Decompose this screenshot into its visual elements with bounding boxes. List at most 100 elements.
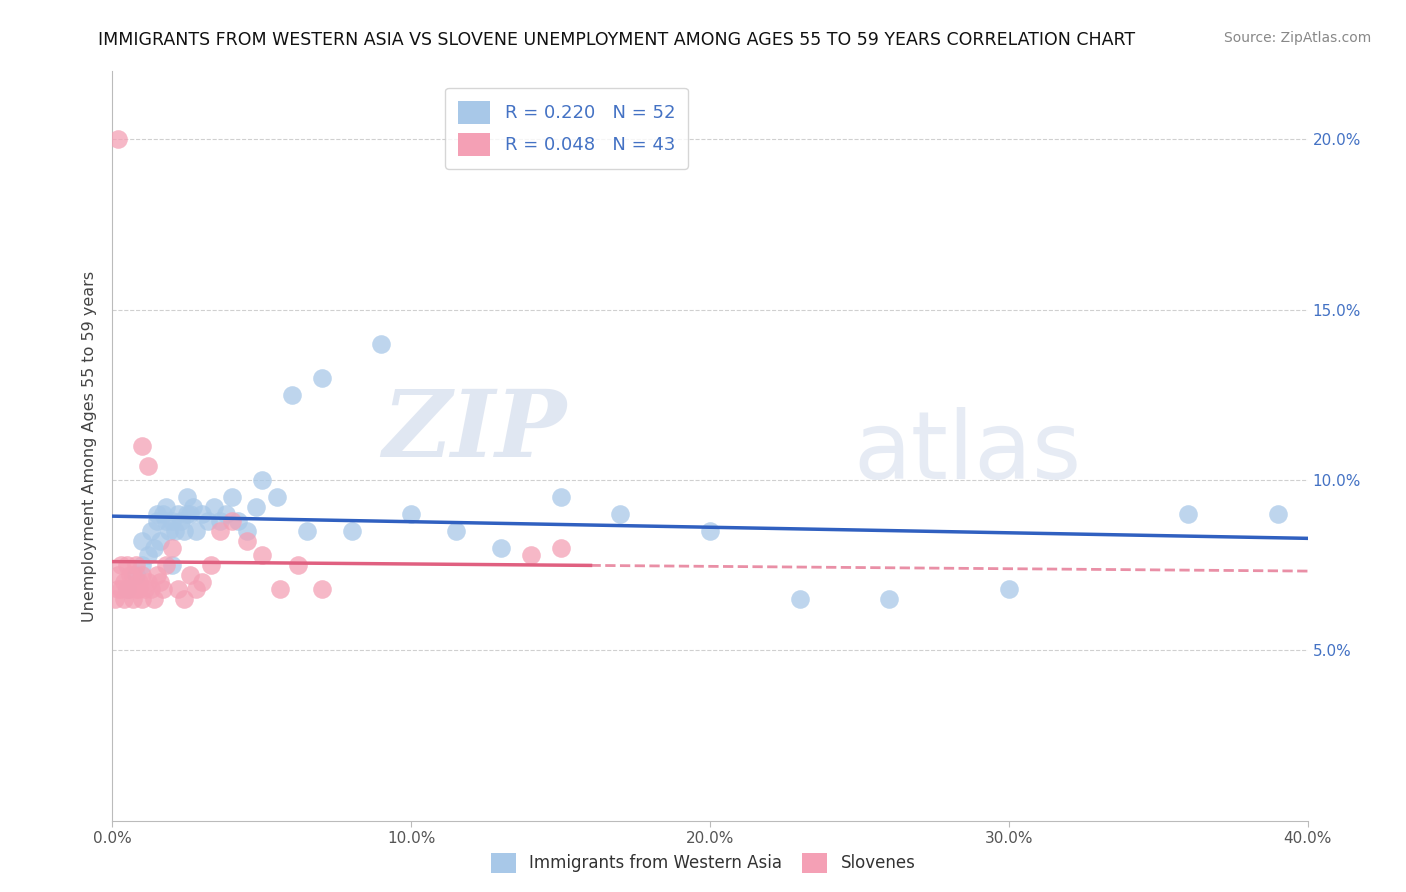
Point bbox=[110, 558, 132, 573]
Point bbox=[181, 500, 204, 515]
Point bbox=[489, 541, 512, 556]
Point bbox=[520, 548, 543, 562]
Point bbox=[162, 541, 183, 556]
Point bbox=[191, 507, 214, 521]
Point bbox=[141, 524, 163, 538]
Point bbox=[311, 371, 333, 385]
Point bbox=[128, 582, 150, 596]
Point bbox=[134, 582, 156, 596]
Point bbox=[131, 592, 153, 607]
Point bbox=[107, 132, 129, 146]
Point bbox=[117, 558, 139, 573]
Point bbox=[128, 575, 150, 590]
Point bbox=[699, 524, 721, 538]
Point bbox=[186, 582, 208, 596]
Point bbox=[155, 500, 177, 515]
Point bbox=[120, 582, 142, 596]
Point bbox=[1177, 507, 1199, 521]
Point bbox=[191, 575, 214, 590]
Point bbox=[173, 524, 195, 538]
Point bbox=[107, 568, 129, 582]
Point bbox=[1267, 507, 1289, 521]
Point bbox=[114, 575, 135, 590]
Point bbox=[122, 568, 145, 582]
Point bbox=[143, 592, 166, 607]
Point bbox=[295, 524, 318, 538]
Point bbox=[444, 524, 467, 538]
Point bbox=[117, 582, 139, 596]
Point bbox=[226, 514, 249, 528]
Point bbox=[236, 524, 259, 538]
Point bbox=[173, 592, 195, 607]
Point bbox=[104, 592, 127, 607]
Point bbox=[138, 459, 160, 474]
Point bbox=[287, 558, 309, 573]
Point bbox=[146, 507, 169, 521]
Point bbox=[157, 524, 180, 538]
Legend: R = 0.220   N = 52, R = 0.048   N = 43: R = 0.220 N = 52, R = 0.048 N = 43 bbox=[446, 88, 688, 169]
Point bbox=[221, 490, 243, 504]
Point bbox=[236, 534, 259, 549]
Point bbox=[152, 507, 174, 521]
Point bbox=[266, 490, 288, 504]
Point bbox=[138, 548, 160, 562]
Legend: Immigrants from Western Asia, Slovenes: Immigrants from Western Asia, Slovenes bbox=[484, 847, 922, 880]
Point bbox=[125, 558, 148, 573]
Y-axis label: Unemployment Among Ages 55 to 59 years: Unemployment Among Ages 55 to 59 years bbox=[82, 270, 97, 622]
Point bbox=[155, 558, 177, 573]
Point bbox=[152, 582, 174, 596]
Point bbox=[221, 514, 243, 528]
Point bbox=[149, 575, 172, 590]
Point bbox=[998, 582, 1021, 596]
Point bbox=[131, 439, 153, 453]
Point bbox=[879, 592, 901, 607]
Point bbox=[209, 524, 232, 538]
Point bbox=[186, 524, 208, 538]
Point bbox=[138, 575, 160, 590]
Point bbox=[167, 507, 190, 521]
Point bbox=[609, 507, 631, 521]
Text: atlas: atlas bbox=[853, 408, 1081, 500]
Point bbox=[125, 568, 148, 582]
Point bbox=[340, 524, 363, 538]
Point bbox=[209, 514, 232, 528]
Point bbox=[179, 568, 201, 582]
Point bbox=[202, 500, 225, 515]
Point bbox=[131, 534, 153, 549]
Point bbox=[125, 582, 148, 596]
Point bbox=[162, 514, 183, 528]
Point bbox=[141, 582, 163, 596]
Point bbox=[107, 582, 129, 596]
Point bbox=[176, 507, 198, 521]
Point bbox=[200, 558, 222, 573]
Point bbox=[131, 568, 153, 582]
Point bbox=[143, 541, 166, 556]
Point bbox=[250, 548, 273, 562]
Text: Source: ZipAtlas.com: Source: ZipAtlas.com bbox=[1223, 31, 1371, 45]
Point bbox=[155, 514, 177, 528]
Point bbox=[146, 514, 169, 528]
Point bbox=[550, 490, 572, 504]
Point bbox=[146, 568, 169, 582]
Point bbox=[122, 592, 145, 607]
Point bbox=[789, 592, 811, 607]
Point bbox=[179, 507, 201, 521]
Point bbox=[176, 490, 198, 504]
Text: ZIP: ZIP bbox=[382, 386, 567, 476]
Point bbox=[550, 541, 572, 556]
Point bbox=[117, 582, 139, 596]
Point bbox=[165, 524, 187, 538]
Point bbox=[215, 507, 238, 521]
Point bbox=[149, 534, 172, 549]
Point bbox=[120, 568, 142, 582]
Point bbox=[250, 473, 273, 487]
Point bbox=[114, 592, 135, 607]
Point bbox=[162, 558, 183, 573]
Point bbox=[370, 336, 392, 351]
Point bbox=[167, 582, 190, 596]
Point bbox=[401, 507, 423, 521]
Point bbox=[110, 582, 132, 596]
Point bbox=[170, 514, 193, 528]
Point bbox=[245, 500, 267, 515]
Point bbox=[281, 388, 304, 402]
